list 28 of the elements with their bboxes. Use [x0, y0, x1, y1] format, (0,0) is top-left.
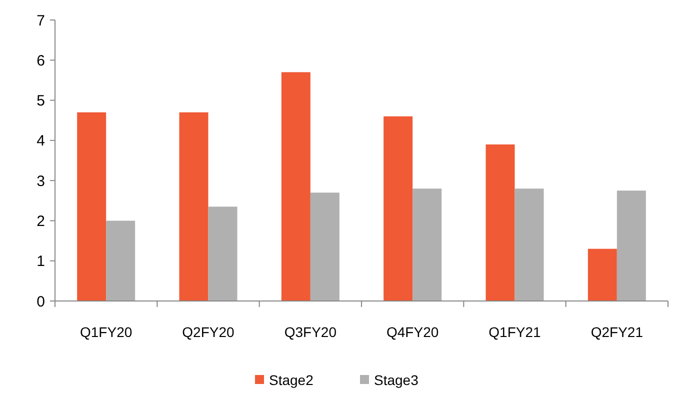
bar: [486, 144, 515, 301]
legend-label: Stage2: [269, 372, 314, 388]
bar: [208, 206, 238, 301]
y-tick-label: 1: [36, 253, 45, 270]
bar: [514, 188, 544, 301]
y-tick-label: 6: [36, 52, 45, 70]
x-tick-label: Q2FY21: [590, 324, 644, 340]
y-tick-label: 7: [36, 12, 45, 30]
x-tick-label: Q2FY20: [182, 324, 235, 340]
bar: [616, 190, 646, 301]
bar: [412, 188, 442, 301]
y-tick-label: 0: [36, 293, 45, 310]
bar: [384, 116, 413, 301]
legend-label: Stage3: [374, 372, 419, 388]
bar: [77, 112, 106, 301]
bar: [310, 192, 340, 301]
y-tick-label: 5: [36, 92, 45, 110]
x-tick-label: Q4FY20: [386, 324, 439, 340]
bar: [281, 72, 310, 301]
bar: [106, 220, 136, 301]
x-tick-label: Q1FY20: [80, 324, 132, 340]
bar: [588, 248, 617, 301]
x-tick-label: Q1FY21: [488, 324, 542, 340]
y-tick-label: 2: [36, 212, 45, 230]
x-tick-label: Q3FY20: [284, 324, 337, 340]
y-tick-label: 3: [36, 172, 45, 190]
bar: [179, 112, 208, 301]
y-tick-label: 4: [36, 132, 45, 150]
